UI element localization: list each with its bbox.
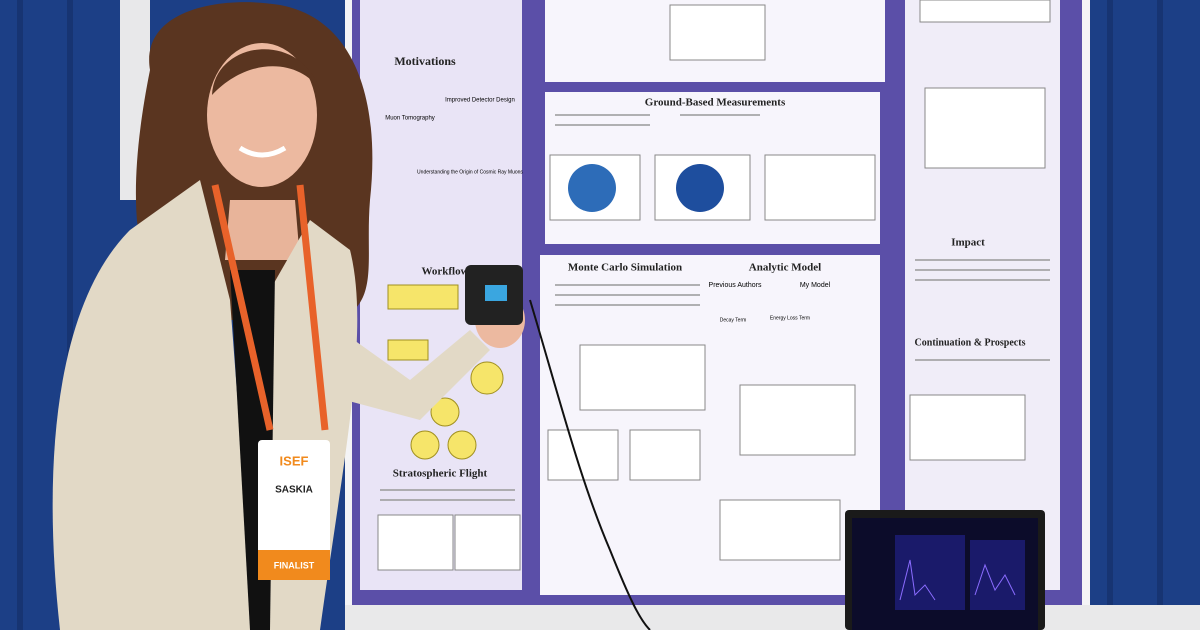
heading: Motivations	[394, 54, 456, 68]
subheading: Decay Term	[720, 317, 747, 323]
screen-plot	[895, 535, 965, 610]
heading: Impact	[951, 237, 985, 249]
heading: Continuation & Prospects	[915, 337, 1026, 348]
heading: Ground-Based Measurements	[645, 97, 786, 109]
subheading: Improved Detector Design	[445, 98, 515, 104]
badge-stripe	[258, 550, 330, 580]
cable	[529, 299, 651, 630]
figures	[377, 0, 1051, 571]
subheading: Muon Tomography	[385, 116, 435, 122]
curtain-folds	[17, 0, 1163, 630]
heading: Stratospheric Flight	[393, 468, 488, 480]
person	[52, 2, 525, 630]
badge-logo: ISEF	[280, 453, 309, 468]
screen-trace	[899, 559, 1016, 601]
subheading: Energy Loss Term	[770, 315, 810, 321]
heading: Workflow	[421, 266, 468, 278]
lanyard	[211, 184, 329, 431]
badge-name: SASKIA	[275, 485, 313, 496]
workflow-nodes	[387, 284, 504, 460]
badge	[258, 440, 330, 580]
text-lines	[380, 114, 1050, 501]
polar-plot	[676, 164, 724, 212]
subheading: My Model	[800, 282, 831, 289]
subheading: Previous Authors	[709, 282, 762, 289]
heading: Monte Carlo Simulation	[568, 262, 682, 274]
screen-plot	[970, 540, 1025, 610]
heading: Analytic Model	[749, 262, 821, 274]
table	[345, 605, 1200, 630]
subheading: Understanding the Origin of Cosmic Ray M…	[417, 169, 523, 175]
polar-plot	[568, 164, 616, 212]
badge-label: FINALIST	[274, 560, 315, 570]
poster-headings: Motivations Muon Tomography Improved Det…	[385, 54, 1025, 480]
